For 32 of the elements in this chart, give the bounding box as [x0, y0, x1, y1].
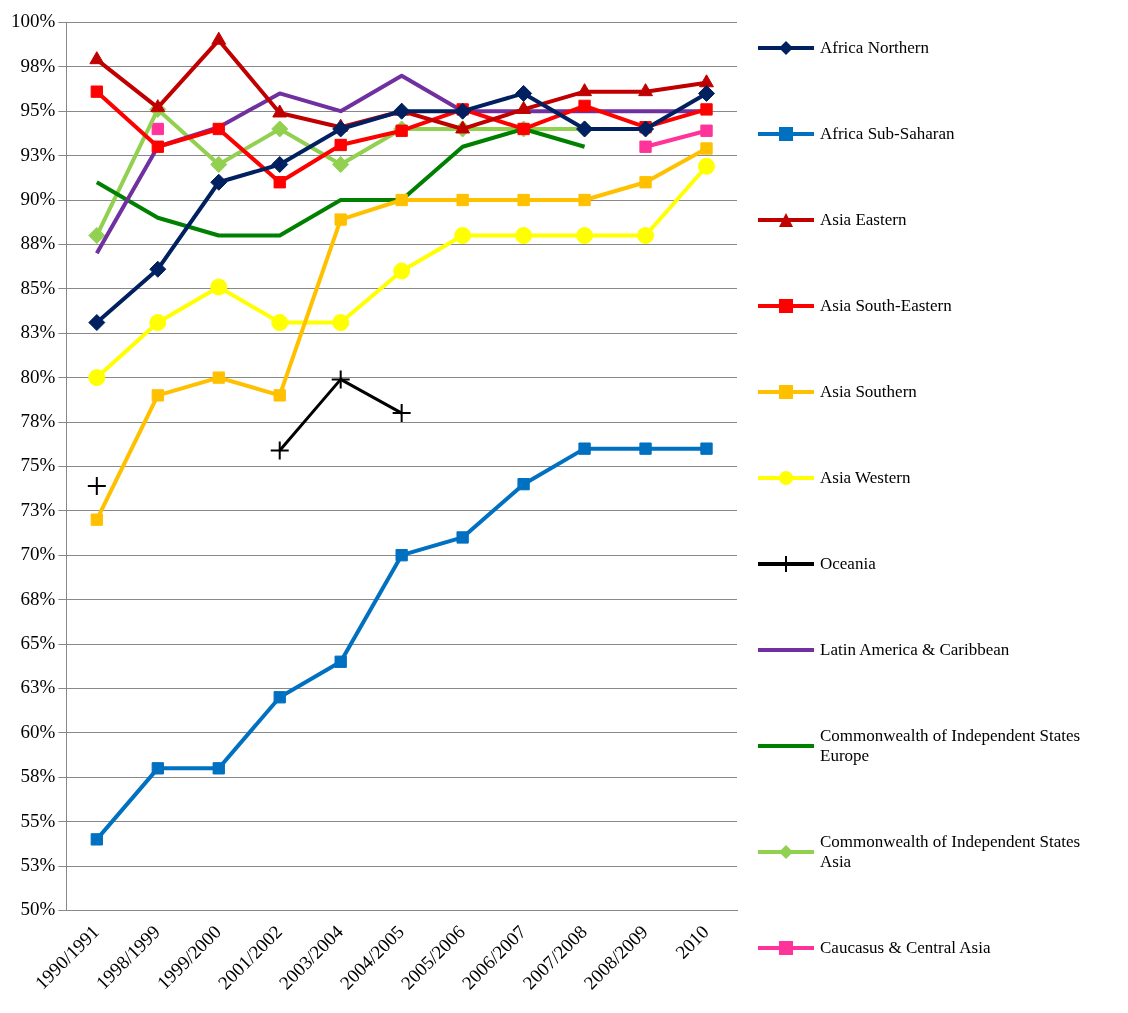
y-tick-label: 100%	[11, 10, 56, 32]
legend-label: Asia Eastern	[820, 210, 907, 230]
y-tick-label: 90%	[20, 187, 56, 209]
y-tick-label: 75%	[20, 454, 56, 476]
y-tick-label: 78%	[20, 409, 56, 431]
y-tick-label: 85%	[20, 276, 56, 298]
y-tick-label: 80%	[20, 365, 56, 387]
y-tick-label: 88%	[20, 232, 56, 254]
legend-label: Asia Western	[820, 468, 911, 488]
y-tick-label: 98%	[20, 54, 56, 76]
y-tick-label: 93%	[20, 143, 56, 165]
y-tick-label: 68%	[20, 587, 56, 609]
y-tick-label: 65%	[20, 631, 56, 653]
y-tick-label: 55%	[20, 809, 56, 831]
y-tick-label: 63%	[20, 676, 56, 698]
legend-label: Asia Southern	[820, 382, 917, 402]
y-tick-label: 70%	[20, 543, 56, 565]
legend-label: Commonwealth of Independent States Europe	[820, 726, 1082, 766]
y-tick-label: 58%	[20, 765, 56, 787]
y-tick-label: 73%	[20, 498, 56, 520]
legend-label: Oceania	[820, 554, 876, 574]
legend-label: Latin America & Caribbean	[820, 640, 1010, 660]
y-tick-label: 60%	[20, 720, 56, 742]
legend-label: Commonwealth of Independent States Asia	[820, 832, 1082, 872]
y-tick-label: 83%	[20, 321, 56, 343]
legend-label: Africa Northern	[820, 38, 930, 58]
y-tick-label: 53%	[20, 853, 56, 875]
legend-label: Africa Sub-Saharan	[820, 124, 955, 144]
legend-label: Asia South-Eastern	[820, 296, 952, 316]
legend-label: Caucasus & Central Asia	[820, 938, 991, 958]
y-tick-label: 95%	[20, 99, 56, 121]
y-tick-label: 50%	[20, 898, 56, 920]
